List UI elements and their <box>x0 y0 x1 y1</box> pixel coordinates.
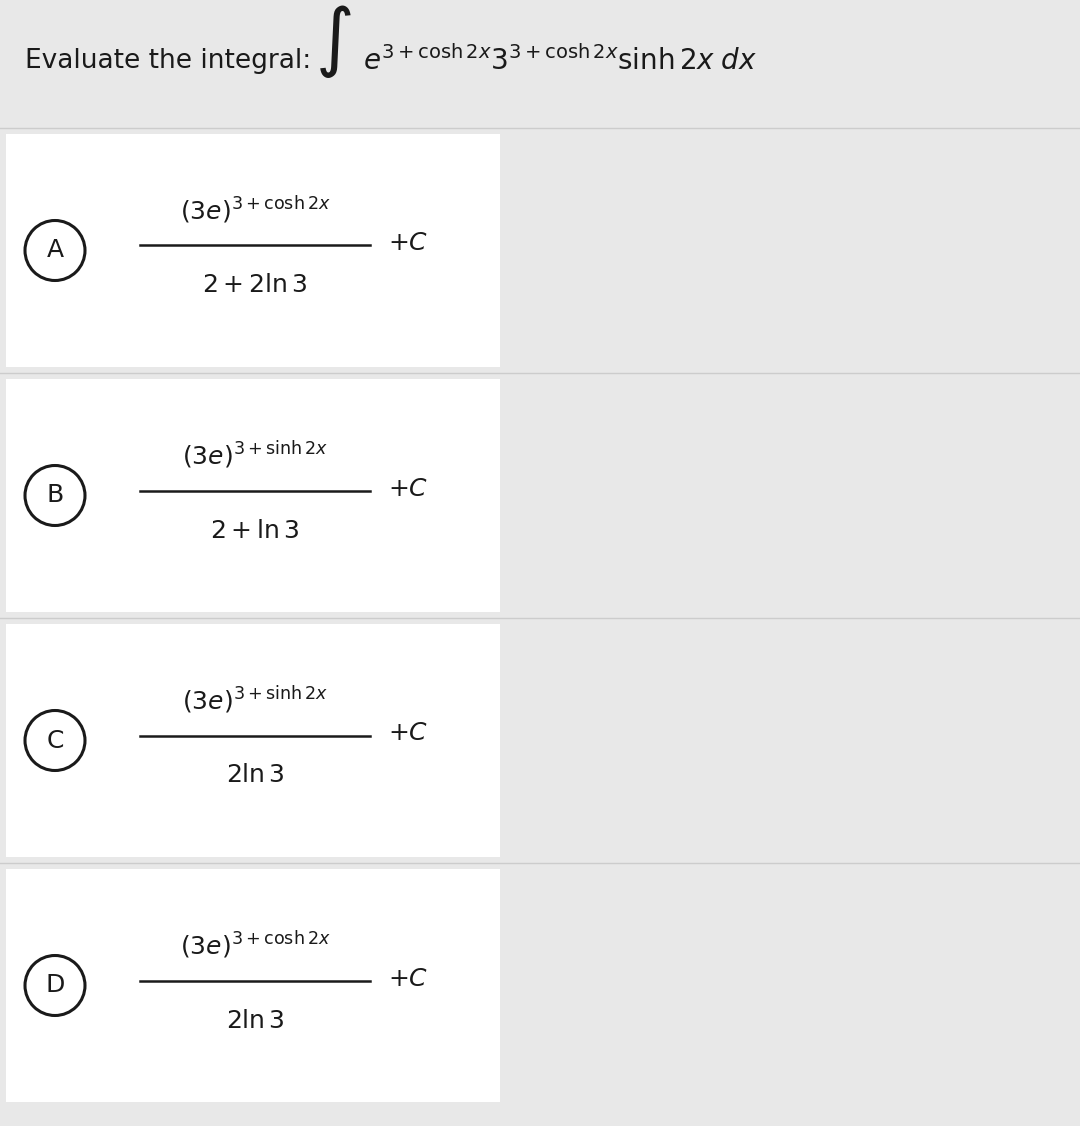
Text: $+ C$: $+ C$ <box>388 476 429 500</box>
Text: B: B <box>46 483 64 508</box>
Text: $(3e)^{3+\sinh 2x}$: $(3e)^{3+\sinh 2x}$ <box>181 685 328 716</box>
Text: $2+\ln 3$: $2+\ln 3$ <box>211 518 299 543</box>
Text: $(3e)^{3+\cosh 2x}$: $(3e)^{3+\cosh 2x}$ <box>179 930 330 962</box>
Text: $(3e)^{3+\cosh 2x}$: $(3e)^{3+\cosh 2x}$ <box>179 195 330 226</box>
Text: C: C <box>46 729 64 752</box>
Text: A: A <box>46 239 64 262</box>
Text: $2+2\ln 3$: $2+2\ln 3$ <box>202 274 308 297</box>
Text: Evaluate the integral:: Evaluate the integral: <box>25 48 311 74</box>
FancyBboxPatch shape <box>6 624 500 857</box>
Text: $e^{3+\cosh 2x}3^{3+\cosh 2x}\sinh 2x\; dx$: $e^{3+\cosh 2x}3^{3+\cosh 2x}\sinh 2x\; … <box>363 46 757 77</box>
Text: $2\ln 3$: $2\ln 3$ <box>226 1009 284 1033</box>
FancyBboxPatch shape <box>6 869 500 1102</box>
Text: $(3e)^{3+\sinh 2x}$: $(3e)^{3+\sinh 2x}$ <box>181 440 328 472</box>
Text: $\int$: $\int$ <box>315 2 352 80</box>
Text: $+ C$: $+ C$ <box>388 232 429 256</box>
Text: $+ C$: $+ C$ <box>388 966 429 991</box>
FancyBboxPatch shape <box>6 134 500 367</box>
Text: D: D <box>45 974 65 998</box>
FancyBboxPatch shape <box>6 379 500 613</box>
Text: $+ C$: $+ C$ <box>388 722 429 745</box>
Text: $2\ln 3$: $2\ln 3$ <box>226 763 284 787</box>
